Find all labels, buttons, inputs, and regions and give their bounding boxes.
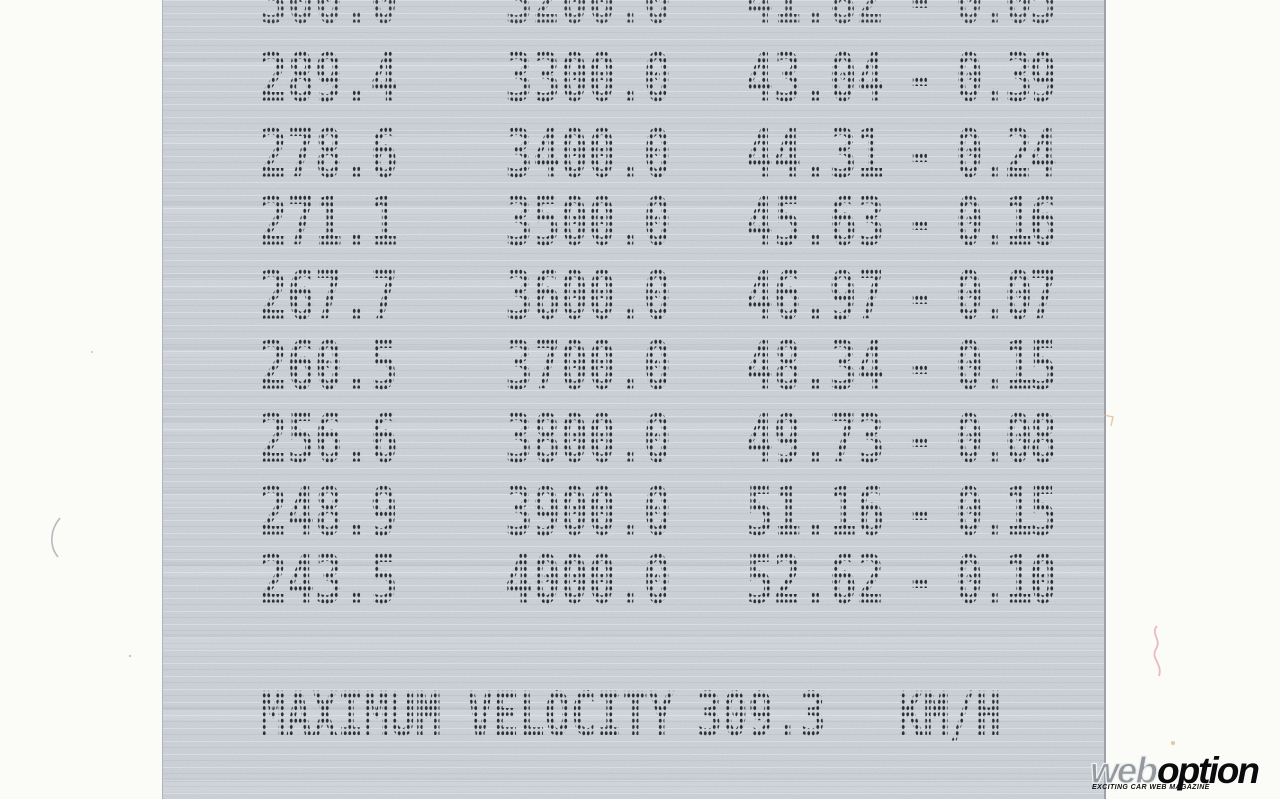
cell-delta: - 0.08 (906, 399, 1057, 478)
cell-delta: - 0.05 (906, 0, 1057, 33)
cell-delta: - 0.39 (906, 38, 1057, 117)
cell-delta: - 0.10 (906, 540, 1057, 619)
gray-pen-arc (51, 517, 61, 558)
cell-velocity: 248.9 (259, 472, 398, 551)
table-row: 260.5 3700.0 48.34 - 0.15 (163, 332, 1104, 399)
cell-time: 43.04 (746, 38, 885, 117)
cell-time: 52.62 (746, 540, 885, 619)
receipt-paper: 300.0 3200.0 41.82 - 0.05 289.4 3300.0 4… (162, 0, 1106, 799)
summary-row: MAXIMUM VELOCITY 309.3 KM/H (163, 680, 1104, 751)
cell-rpm: 4000.0 (505, 540, 672, 619)
cell-velocity: 260.5 (259, 326, 398, 405)
cell-velocity: 289.4 (259, 38, 398, 117)
watermark-tagline: EXCITING CAR WEB MAGAZINE (1092, 784, 1210, 791)
cell-time: 46.97 (746, 256, 885, 335)
paper-noise-texture (163, 0, 1104, 799)
cell-velocity: 300.0 (246, 0, 398, 33)
watermark-option: option (1156, 750, 1260, 791)
cell-velocity: 267.7 (259, 256, 398, 335)
cell-delta: - 0.24 (906, 114, 1057, 193)
watermark-web: web (1089, 750, 1158, 791)
cell-time: 49.73 (746, 399, 885, 478)
cell-velocity: 271.1 (259, 182, 398, 261)
table-row: 289.4 3300.0 43.04 - 0.39 (163, 44, 1104, 111)
table-row: 267.7 3600.0 46.97 - 0.07 (163, 262, 1104, 329)
cell-time: 48.34 (746, 326, 885, 405)
cell-rpm: 3200.0 (505, 0, 671, 33)
table-row: 243.5 4000.0 52.62 - 0.10 (163, 546, 1104, 613)
table-row: 248.9 3900.0 51.16 - 0.15 (163, 478, 1104, 545)
cell-delta: - 0.15 (906, 326, 1057, 405)
printed-table: 300.0 3200.0 41.82 - 0.05 289.4 3300.0 4… (163, 0, 1104, 799)
weboption-watermark: weboption EXCITING CAR WEB MAGAZINE (1089, 750, 1276, 798)
cell-rpm: 3800.0 (505, 399, 672, 478)
cell-time: 44.31 (746, 114, 885, 193)
summary-unit: KM/H (897, 680, 1002, 751)
cell-time: 41.82 (746, 0, 884, 33)
table-row-partial: 300.0 3200.0 41.82 - 0.05 (163, 0, 1104, 33)
table-row: 271.1 3500.0 45.63 - 0.16 (163, 188, 1104, 255)
pink-pen-squiggle (1153, 625, 1161, 677)
cell-velocity: 278.6 (259, 114, 398, 193)
cell-velocity: 243.5 (259, 540, 398, 619)
cell-velocity: 256.6 (259, 399, 398, 478)
cell-time: 45.63 (746, 182, 885, 261)
summary-value: 309.3 (696, 680, 826, 751)
cell-rpm: 3400.0 (505, 114, 672, 193)
cell-rpm: 3600.0 (505, 256, 672, 335)
dust-speck (128, 654, 132, 658)
cell-rpm: 3300.0 (505, 38, 672, 117)
cell-time: 51.16 (746, 472, 885, 551)
tan-speck (1171, 741, 1175, 745)
cell-rpm: 3700.0 (505, 326, 672, 405)
cell-rpm: 3500.0 (505, 182, 672, 261)
cell-delta: - 0.16 (906, 182, 1057, 261)
summary-label: MAXIMUM VELOCITY (260, 680, 675, 751)
cell-rpm: 3900.0 (505, 472, 672, 551)
table-row: 256.6 3800.0 49.73 - 0.08 (163, 405, 1104, 472)
watermark-logo: weboption (1089, 750, 1260, 791)
cell-delta: - 0.07 (906, 256, 1057, 335)
table-row: 278.6 3400.0 44.31 - 0.24 (163, 120, 1104, 187)
dust-speck (90, 350, 94, 354)
cell-delta: - 0.15 (906, 472, 1057, 551)
